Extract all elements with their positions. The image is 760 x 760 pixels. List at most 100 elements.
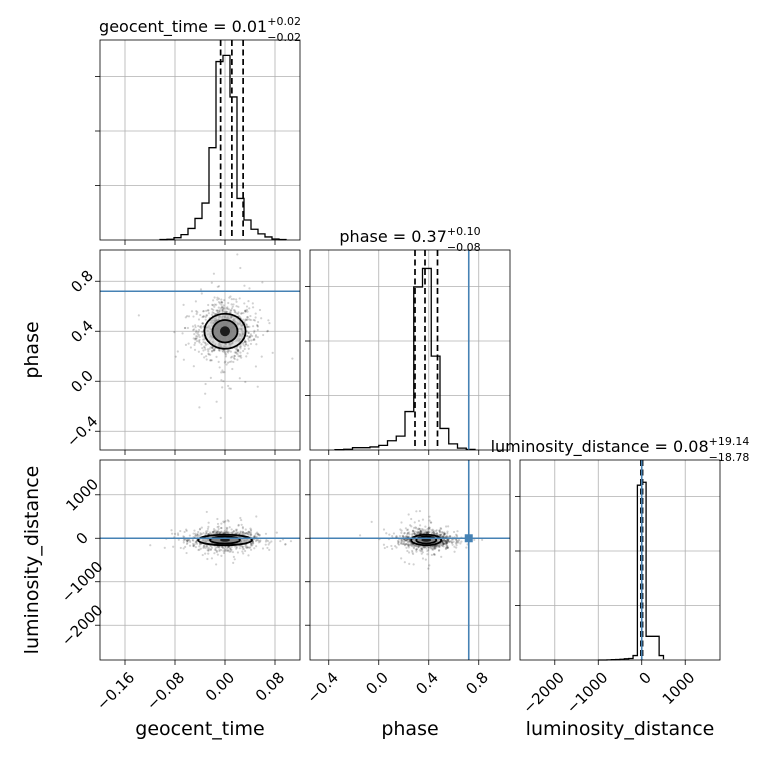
sample-point xyxy=(206,348,210,351)
sample-point xyxy=(240,518,243,522)
sample-point xyxy=(407,535,410,538)
sample-point xyxy=(220,301,223,304)
sample-point xyxy=(433,547,437,550)
sample-point xyxy=(202,315,205,318)
x-axis-label-geocent_time: geocent_time xyxy=(135,718,264,740)
sample-point xyxy=(433,544,436,548)
sample-point xyxy=(252,325,255,328)
sample-point xyxy=(428,515,431,518)
sample-point xyxy=(457,539,460,542)
sample-point xyxy=(446,546,450,549)
sample-point xyxy=(241,547,244,550)
sample-point xyxy=(430,521,433,524)
sample-point xyxy=(227,301,230,305)
sample-point xyxy=(424,529,427,532)
sample-point xyxy=(408,539,411,542)
sample-point xyxy=(255,535,258,538)
sample-point xyxy=(243,532,246,535)
sample-point xyxy=(252,338,255,342)
sample-point xyxy=(437,543,441,547)
sample-point xyxy=(411,549,414,552)
sample-point xyxy=(218,548,221,551)
sample-point xyxy=(386,545,389,549)
sample-point xyxy=(443,533,446,536)
sample-point xyxy=(215,550,218,554)
sample-point xyxy=(250,339,253,342)
sample-point xyxy=(206,309,209,312)
sample-point xyxy=(402,542,405,546)
sample-point xyxy=(446,539,450,542)
sample-point xyxy=(419,532,422,535)
sample-point xyxy=(426,528,429,531)
sample-point xyxy=(253,338,256,341)
sample-point xyxy=(236,348,239,351)
sample-point xyxy=(409,542,412,545)
sample-point xyxy=(194,341,197,344)
sample-point xyxy=(185,529,188,532)
sample-point xyxy=(260,355,263,358)
contour-line xyxy=(209,535,241,545)
sample-point xyxy=(228,311,231,314)
sample-point xyxy=(435,532,438,536)
sample-point xyxy=(419,529,422,533)
contour-line xyxy=(415,535,438,545)
sample-point xyxy=(185,528,188,531)
sample-point xyxy=(232,360,235,364)
sample-point xyxy=(250,533,253,537)
sample-point xyxy=(249,314,252,318)
sample-point xyxy=(448,534,451,538)
sample-point xyxy=(420,552,423,555)
sample-point xyxy=(218,349,221,352)
sample-point xyxy=(163,546,166,549)
sample-point xyxy=(206,343,209,346)
sample-point xyxy=(197,334,201,337)
sample-point xyxy=(244,545,247,548)
sample-point xyxy=(243,302,246,305)
sample-point xyxy=(218,310,221,313)
sample-point xyxy=(249,533,253,536)
sample-point xyxy=(200,352,203,356)
sample-point xyxy=(194,331,198,334)
sample-point xyxy=(255,538,258,541)
sample-point xyxy=(220,545,223,548)
sample-point xyxy=(433,546,436,549)
sample-point xyxy=(438,534,441,537)
sample-point xyxy=(413,532,417,535)
sample-point xyxy=(195,337,198,340)
hist-panel-luminosity_distance xyxy=(515,459,721,665)
sample-point xyxy=(402,535,405,538)
title-minus: −0.02 xyxy=(267,31,301,44)
sample-point xyxy=(198,325,202,328)
sample-point xyxy=(443,539,446,542)
sample-point xyxy=(440,527,443,530)
sample-point xyxy=(195,541,198,544)
sample-point xyxy=(403,532,406,535)
sample-point xyxy=(238,532,241,535)
sample-point xyxy=(451,541,454,544)
sample-point xyxy=(194,326,197,329)
sample-point xyxy=(412,529,415,532)
sample-point xyxy=(226,549,229,553)
sample-point xyxy=(405,535,408,538)
sample-point xyxy=(242,311,245,315)
sample-point xyxy=(413,532,416,535)
sample-point xyxy=(212,349,215,352)
sample-point xyxy=(227,349,230,352)
sample-point xyxy=(214,546,217,550)
sample-point xyxy=(417,546,420,549)
sample-point xyxy=(253,331,256,334)
sample-point xyxy=(212,527,216,531)
sample-point xyxy=(214,531,217,534)
sample-point xyxy=(438,545,441,548)
sample-point xyxy=(246,531,249,535)
sample-point xyxy=(252,542,255,545)
sample-point xyxy=(213,296,216,299)
sample-point xyxy=(193,543,196,546)
sample-point xyxy=(408,540,411,543)
sample-point xyxy=(205,309,208,313)
hist-panel-phase xyxy=(305,249,511,455)
sample-point xyxy=(444,525,448,528)
sample-point xyxy=(247,530,250,533)
sample-point xyxy=(203,356,206,359)
sample-point xyxy=(402,540,405,544)
